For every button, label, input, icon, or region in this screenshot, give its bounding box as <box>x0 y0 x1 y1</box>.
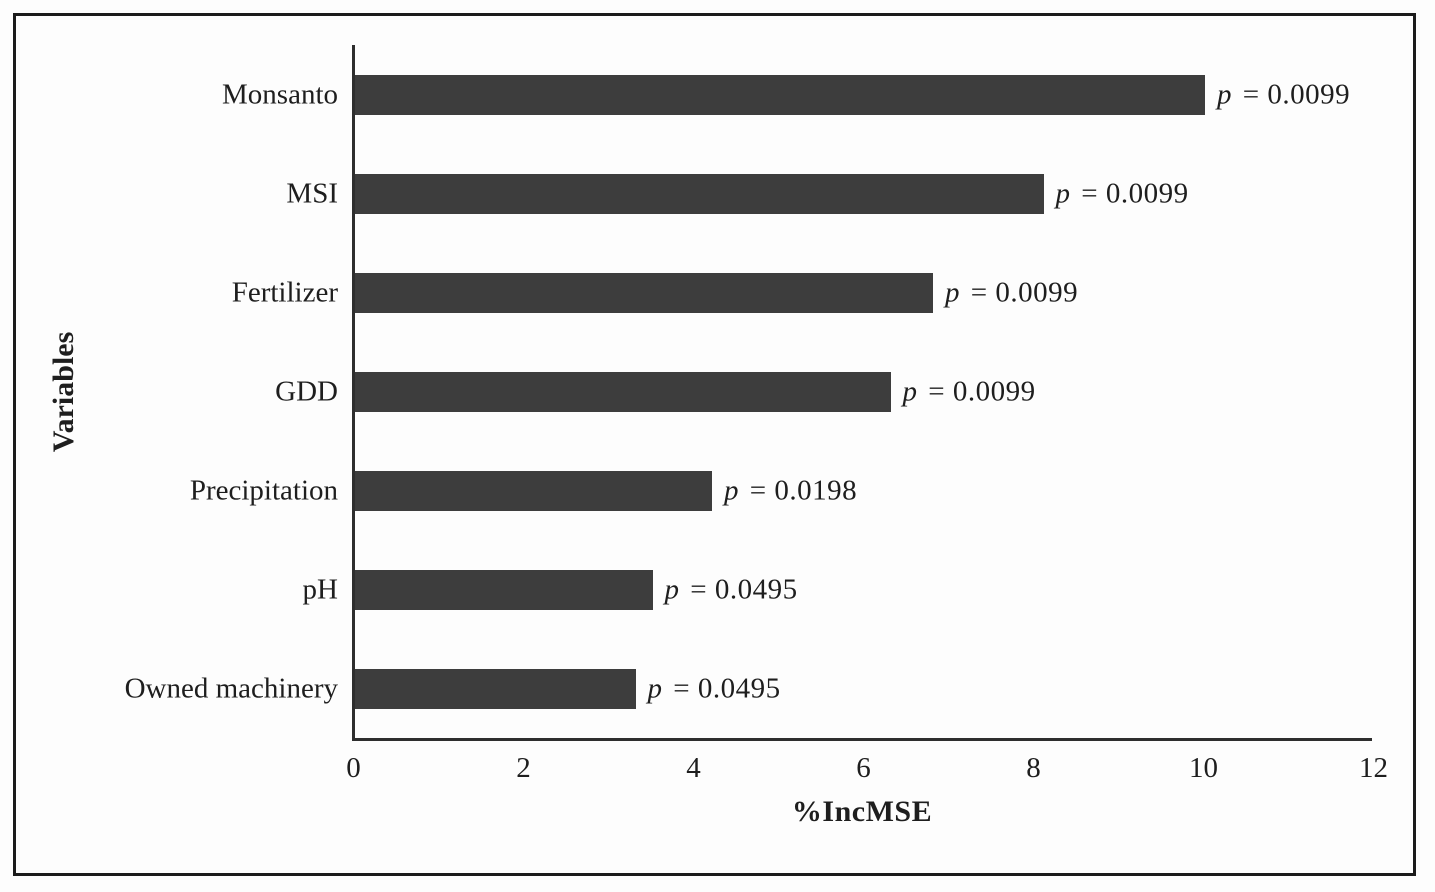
bar <box>355 371 891 412</box>
figure-frame <box>13 13 1416 876</box>
p-value-text: = 0.0495 <box>665 672 781 704</box>
x-tick-label: 2 <box>516 752 531 784</box>
p-value-label: p = 0.0099 <box>1217 78 1350 111</box>
category-label: MSI <box>286 177 338 209</box>
p-value-label: p = 0.0099 <box>903 375 1036 408</box>
p-symbol: p <box>1055 177 1071 209</box>
p-value-label: p = 0.0495 <box>665 573 798 606</box>
x-axis-title: %IncMSE <box>791 795 933 828</box>
p-symbol: p <box>902 375 918 407</box>
p-symbol: p <box>724 474 739 506</box>
x-tick-label: 10 <box>1189 752 1218 784</box>
bar <box>355 470 712 511</box>
p-value-text: = 0.0495 <box>682 573 798 605</box>
y-axis-line <box>352 45 355 741</box>
x-tick-label: 4 <box>686 752 701 784</box>
p-symbol: p <box>647 672 663 704</box>
category-label: Fertilizer <box>231 276 338 308</box>
p-value-text: = 0.0099 <box>920 375 1036 407</box>
bar <box>355 668 636 709</box>
x-tick-label: 6 <box>856 752 871 784</box>
p-value-text: = 0.0198 <box>742 474 858 506</box>
bar <box>355 173 1044 214</box>
bar <box>355 74 1205 115</box>
bar <box>355 272 933 313</box>
p-symbol: p <box>664 573 680 605</box>
y-axis-title: Variables <box>47 331 80 453</box>
bar <box>355 569 653 610</box>
category-label: Monsanto <box>222 78 338 110</box>
p-value-label: p = 0.0198 <box>724 474 857 507</box>
x-tick-label: 12 <box>1359 752 1388 784</box>
x-axis-line <box>352 738 1372 741</box>
x-tick-label: 8 <box>1026 752 1041 784</box>
p-value-text: = 0.0099 <box>1235 78 1351 110</box>
p-value-text: = 0.0099 <box>1073 177 1189 209</box>
p-value-label: p = 0.0099 <box>945 276 1078 309</box>
p-symbol: p <box>945 276 960 308</box>
category-label: Owned machinery <box>124 672 338 704</box>
p-value-label: p = 0.0495 <box>648 672 781 705</box>
p-value-text: = 0.0099 <box>963 276 1079 308</box>
p-value-label: p = 0.0099 <box>1056 177 1189 210</box>
x-tick-label: 0 <box>346 752 361 784</box>
category-label: GDD <box>275 375 338 407</box>
category-label: pH <box>302 573 338 605</box>
p-symbol: p <box>1217 78 1232 110</box>
category-label: Precipitation <box>189 474 338 506</box>
